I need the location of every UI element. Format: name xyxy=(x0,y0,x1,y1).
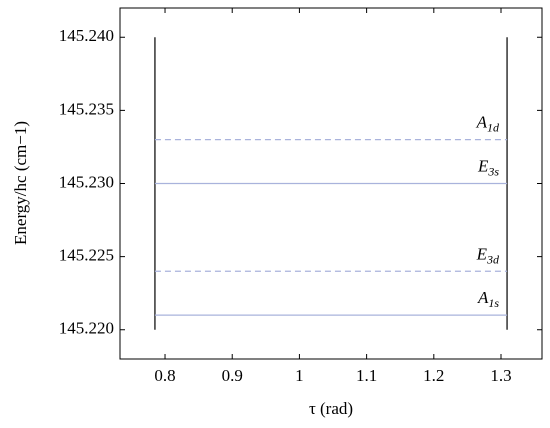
x-tick-label: 1.2 xyxy=(423,366,444,385)
y-tick-label: 145.235 xyxy=(59,99,114,118)
x-tick-label: 1 xyxy=(295,366,304,385)
y-tick-label: 145.230 xyxy=(59,172,114,191)
x-tick-label: 0.8 xyxy=(154,366,175,385)
level-label: E3s xyxy=(477,156,499,178)
y-axis-label: Energy/hc (cm−1) xyxy=(11,121,30,245)
level-label: E3d xyxy=(476,244,500,266)
y-tick-label: 145.225 xyxy=(59,246,114,265)
x-axis-label: τ (rad) xyxy=(309,399,353,418)
x-tick-label: 1.3 xyxy=(490,366,511,385)
level-label: A1d xyxy=(476,113,500,135)
x-tick-label: 1.1 xyxy=(356,366,377,385)
x-tick-label: 0.9 xyxy=(222,366,243,385)
y-tick-label: 145.240 xyxy=(59,26,114,45)
y-tick-label: 145.220 xyxy=(59,319,114,338)
level-label: A1s xyxy=(477,288,499,310)
